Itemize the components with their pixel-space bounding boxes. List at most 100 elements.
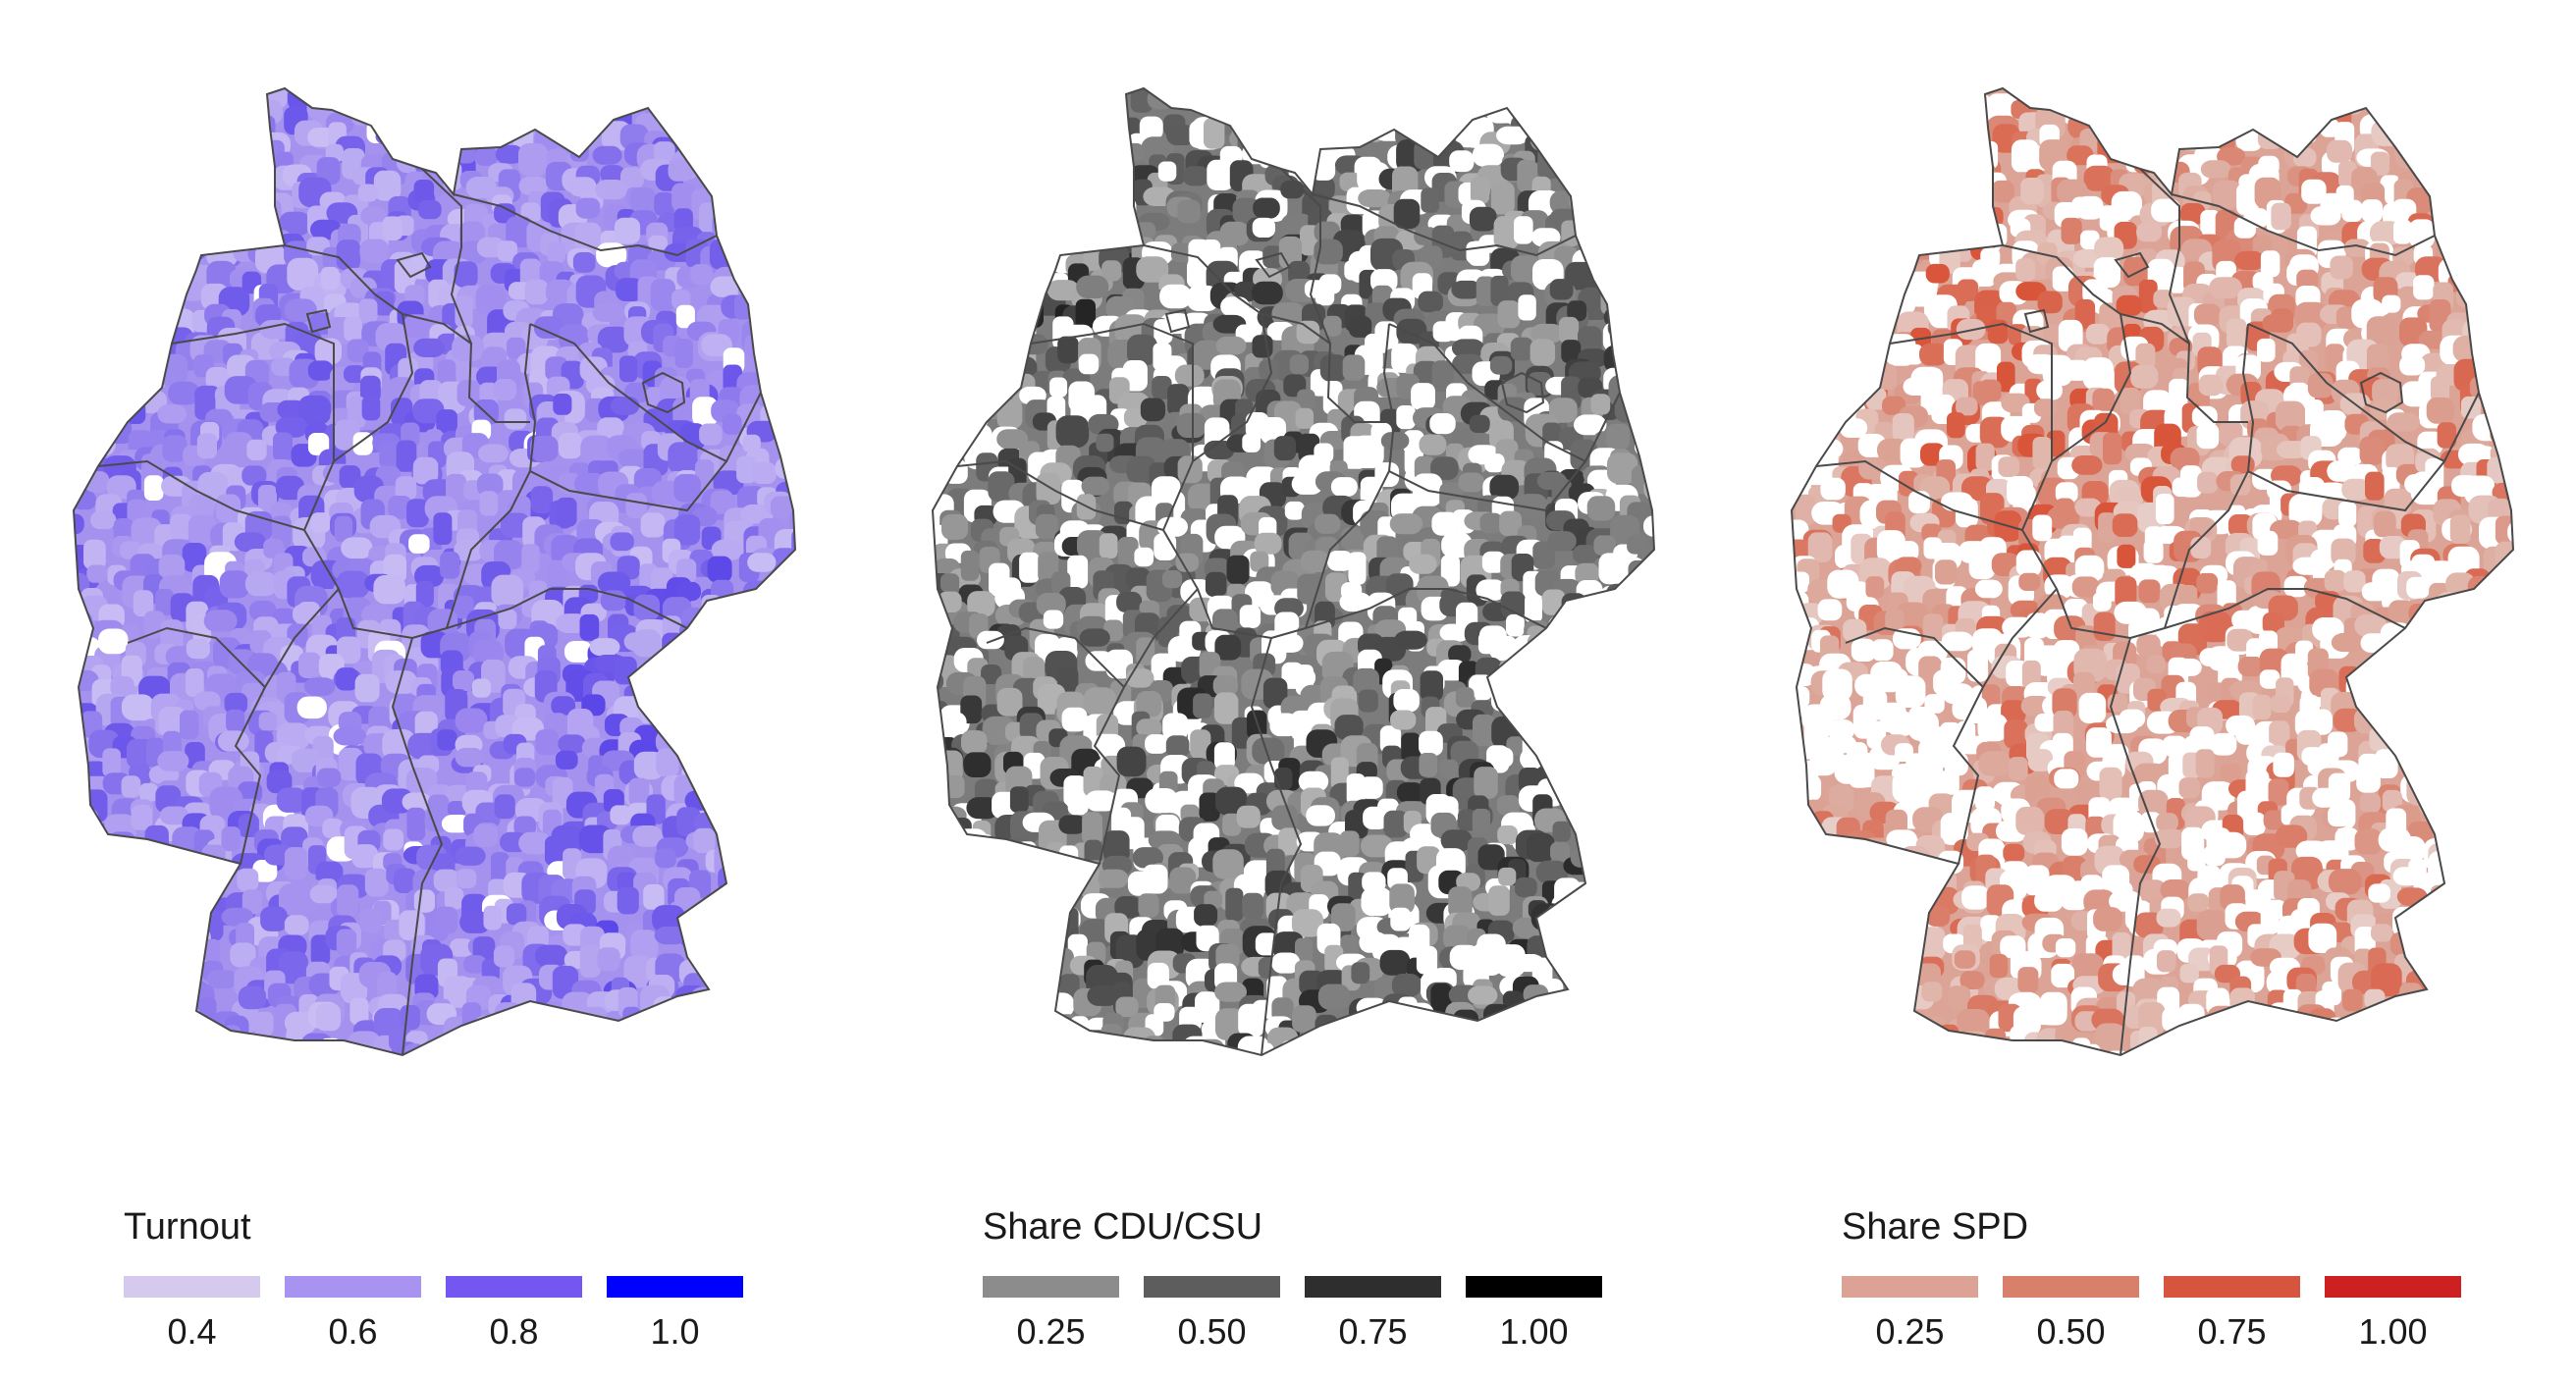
municipality-cell <box>1549 1022 1579 1055</box>
municipality-cell <box>2130 364 2159 389</box>
municipality-cell <box>146 112 167 138</box>
municipality-cell <box>1448 645 1472 664</box>
municipality-cell <box>1057 336 1079 364</box>
municipality-cell <box>518 142 549 177</box>
municipality-cell <box>2539 331 2565 359</box>
municipality-cell <box>1792 152 1808 181</box>
municipality-cell <box>933 905 951 939</box>
municipality-cell <box>1340 934 1359 960</box>
legend-swatch <box>124 1276 260 1298</box>
municipality-cell <box>1796 414 1826 444</box>
municipality-cell <box>1257 92 1283 126</box>
municipality-cell <box>790 578 795 605</box>
municipality-cell <box>754 773 781 799</box>
municipality-cell <box>533 316 564 339</box>
municipality-cell <box>1675 548 1698 581</box>
municipality-cell <box>715 133 734 155</box>
municipality-cell <box>619 355 638 383</box>
municipality-cell <box>1590 394 1611 415</box>
municipality-cell <box>656 748 679 777</box>
municipality-cell <box>74 954 91 975</box>
municipality-cell <box>2479 88 2505 116</box>
municipality-cell <box>937 348 957 373</box>
municipality-cell <box>2539 494 2569 520</box>
municipality-cell <box>2061 217 2082 244</box>
municipality-cell <box>2522 226 2554 255</box>
municipality-cell <box>801 973 830 1004</box>
municipality-cell <box>1668 322 1690 345</box>
municipality-cell <box>1792 454 1800 480</box>
municipality-cell <box>205 88 226 116</box>
municipality-cell <box>933 836 950 856</box>
municipality-cell <box>726 943 749 967</box>
municipality-cell <box>2491 315 2513 340</box>
municipality-cell <box>711 539 744 560</box>
municipality-cell <box>787 996 795 1026</box>
municipality-cell <box>972 297 1006 330</box>
municipality-cell <box>630 930 659 961</box>
municipality-cell <box>1308 88 1326 100</box>
municipality-cell <box>1440 555 1460 587</box>
municipality-cell <box>1811 341 1841 365</box>
municipality-cell <box>1537 145 1562 179</box>
municipality-cell <box>1469 414 1490 433</box>
municipality-cell <box>111 196 134 219</box>
municipality-cell <box>1530 339 1556 366</box>
municipality-cell <box>1476 1029 1502 1055</box>
municipality-cell <box>2147 114 2180 148</box>
municipality-cell <box>208 163 236 186</box>
municipality-cell <box>823 790 849 818</box>
municipality-cell <box>360 206 387 225</box>
municipality-cell <box>1840 120 1866 144</box>
municipality-cell <box>1515 674 1537 696</box>
municipality-cell <box>2193 303 2222 326</box>
municipality-cell <box>74 969 82 1000</box>
municipality-cell <box>263 1043 296 1055</box>
municipality-cell <box>933 163 946 196</box>
municipality-cell <box>1136 718 1162 737</box>
state-border <box>956 459 1164 531</box>
municipality-cell <box>778 902 795 925</box>
municipality-cell <box>956 344 990 375</box>
municipality-cell <box>1029 976 1051 996</box>
municipality-cell <box>521 544 540 573</box>
municipality-cell <box>1336 1057 1369 1077</box>
municipality-cell <box>597 947 620 972</box>
municipality-cell <box>1077 1076 1109 1095</box>
municipality-cell <box>2055 482 2078 504</box>
municipality-cell <box>1291 909 1324 937</box>
municipality-cell <box>757 931 778 957</box>
municipality-cell <box>1522 711 1548 737</box>
municipality-cell <box>1682 189 1714 219</box>
municipality-cell <box>727 1033 758 1055</box>
municipality-cell <box>353 1058 380 1078</box>
municipality-cell <box>994 262 1025 284</box>
municipality-cell <box>383 828 403 851</box>
municipality-cell <box>1529 97 1547 130</box>
municipality-cell <box>1254 532 1282 555</box>
municipality-cell <box>1560 164 1579 191</box>
municipality-cell <box>1215 943 1240 970</box>
municipality-cell <box>2536 137 2566 165</box>
municipality-cell <box>778 273 795 306</box>
municipality-cell <box>1622 1026 1642 1055</box>
municipality-cell <box>554 111 574 134</box>
municipality-cell <box>1806 256 1837 288</box>
municipality-cell <box>1330 757 1349 790</box>
municipality-cell <box>780 686 795 719</box>
municipality-cell <box>315 1003 341 1032</box>
municipality-cell <box>757 697 788 719</box>
municipality-cell <box>1238 1003 1264 1037</box>
municipality-cell <box>1237 88 1270 111</box>
municipality-cell <box>472 639 504 665</box>
municipality-cell <box>1212 609 1238 634</box>
municipality-cell <box>1555 639 1588 665</box>
municipality-cell <box>2495 515 2513 545</box>
municipality-cell <box>216 494 242 523</box>
municipality-cell <box>1856 257 1883 277</box>
municipality-cell <box>74 194 103 220</box>
municipality-cell <box>119 297 146 332</box>
municipality-cell <box>150 291 171 311</box>
municipality-cell <box>728 782 759 802</box>
municipality-cell <box>93 910 120 929</box>
